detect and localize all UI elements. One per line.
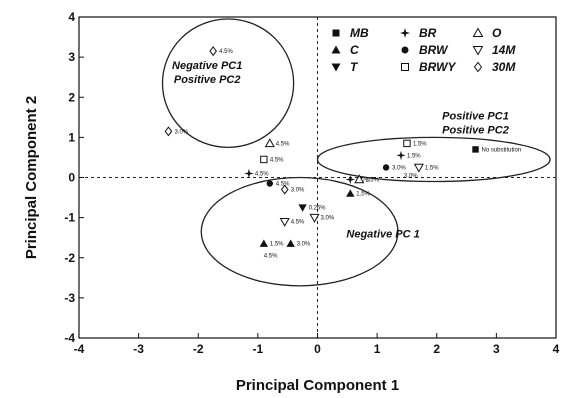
annotation-text: Positive PC1 — [442, 110, 509, 122]
point-label: 1.5% — [407, 153, 421, 159]
data-point — [279, 217, 290, 227]
legend-label: BRWY — [419, 60, 456, 74]
data-point — [403, 139, 411, 148]
data-point — [309, 213, 320, 223]
legend-marker — [401, 63, 409, 71]
legend-marker — [472, 27, 484, 37]
annotation-text: Positive PC2 — [442, 124, 509, 136]
x-tick-label: 0 — [314, 342, 321, 356]
data-point — [354, 174, 365, 184]
legend-marker — [401, 46, 409, 54]
data-point — [244, 168, 254, 179]
data-point — [345, 174, 355, 185]
data-point — [164, 126, 173, 137]
data-point — [286, 239, 295, 247]
point-label: 0.26% — [309, 206, 327, 212]
data-point — [259, 239, 269, 247]
y-tick-label: 2 — [68, 90, 75, 104]
annotation-text: Negative PC 1 — [346, 229, 419, 241]
point-label: 4.5% — [291, 220, 305, 226]
point-label: 4.5% — [276, 141, 290, 147]
y-tick-label: 1 — [68, 130, 75, 144]
legend-marker — [332, 29, 340, 37]
cluster-ellipse — [316, 136, 551, 183]
point-label: 4.5% — [276, 182, 290, 188]
point-label: 4.5% — [255, 171, 269, 177]
legend-label: BRW — [419, 43, 449, 57]
legend-marker — [331, 45, 341, 54]
legend-label: MB — [350, 26, 369, 40]
y-tick-label: -3 — [64, 291, 75, 305]
data-point — [266, 180, 273, 187]
legend-marker — [472, 46, 484, 56]
data-point — [472, 146, 479, 153]
data-point — [280, 184, 289, 195]
legend-label: BR — [419, 26, 437, 40]
point-label: 1.5% — [356, 192, 370, 198]
point-label: 1.5% — [365, 178, 379, 184]
y-axis-label: Principal Component 2 — [23, 96, 40, 259]
x-axis-label: Principal Component 1 — [236, 377, 399, 394]
point-label: 3.0% — [174, 129, 188, 135]
point-label: 3.0% — [297, 242, 311, 248]
y-tick-label: 0 — [68, 171, 75, 185]
cluster-ellipse — [200, 176, 399, 287]
y-tick-label: 4 — [68, 10, 75, 24]
legend-label: 30M — [492, 60, 516, 74]
legend-marker — [331, 63, 341, 72]
x-tick-label: -2 — [193, 342, 204, 356]
y-tick-label: 3 — [68, 50, 75, 64]
point-label: 1.5% — [425, 165, 439, 171]
y-tick-label: -1 — [64, 211, 75, 225]
data-point — [346, 189, 355, 197]
point-label: 3.0% — [291, 188, 305, 194]
point-label: 1.5% — [413, 141, 427, 147]
point-label: 3.0% — [392, 165, 406, 171]
data-point — [264, 138, 275, 148]
legend-label: O — [492, 26, 502, 40]
annotation-text: Negative PC1 — [172, 60, 242, 72]
data-point — [382, 164, 390, 171]
point-label: 3.0% — [404, 173, 418, 179]
point-label: 4.5% — [264, 254, 278, 260]
data-point — [413, 163, 424, 173]
point-label: 3.0% — [356, 178, 370, 184]
x-tick-label: 3 — [493, 342, 500, 356]
x-tick-label: -1 — [253, 342, 264, 356]
data-point — [396, 150, 406, 161]
x-tick-label: -4 — [74, 342, 85, 356]
data-point — [260, 155, 268, 164]
y-tick-label: -2 — [64, 251, 75, 265]
x-tick-label: 2 — [433, 342, 440, 356]
y-tick-label: -4 — [64, 331, 75, 345]
legend-label: T — [350, 60, 359, 74]
legend-marker — [400, 28, 410, 38]
legend-marker — [473, 61, 483, 73]
x-tick-label: 1 — [374, 342, 381, 356]
x-tick-label: 4 — [553, 342, 560, 356]
data-point — [298, 204, 307, 212]
point-label: 4.5% — [219, 49, 233, 55]
legend-label: 14M — [492, 43, 516, 57]
point-label: 1.5% — [270, 242, 284, 248]
legend: MB CT BR BRW BRWY O 14M 30M — [331, 26, 516, 74]
cluster-ellipse — [161, 18, 295, 149]
annotation-text: Positive PC2 — [174, 74, 241, 86]
legend-label: C — [350, 43, 359, 57]
point-label: No substitution — [482, 147, 522, 153]
point-label: 3.0% — [321, 216, 335, 222]
x-tick-label: -3 — [133, 342, 144, 356]
data-point — [209, 46, 217, 57]
point-label: 4.5% — [270, 157, 284, 163]
